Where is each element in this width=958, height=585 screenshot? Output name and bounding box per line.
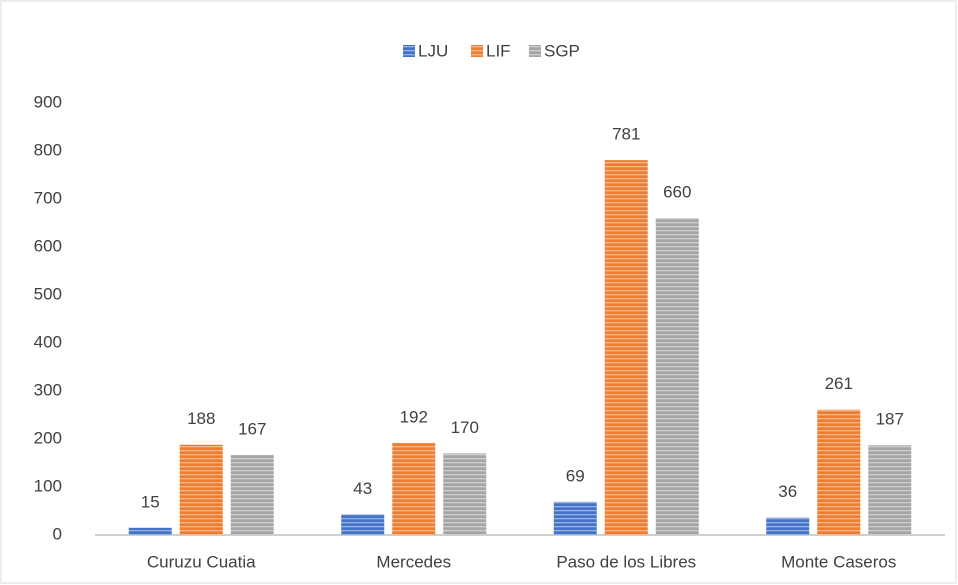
legend-swatch <box>403 45 415 57</box>
y-tick-label: 300 <box>34 380 62 399</box>
y-tick-label: 200 <box>34 428 62 447</box>
data-label: 43 <box>353 479 372 498</box>
data-label: 167 <box>238 419 266 438</box>
x-tick-label: Curuzu Cuatia <box>147 552 256 571</box>
data-label: 781 <box>612 125 640 144</box>
bar <box>341 514 385 535</box>
y-tick-label: 600 <box>34 236 62 255</box>
data-label: 261 <box>825 374 853 393</box>
x-tick-label: Mercedes <box>376 552 451 571</box>
bar <box>655 218 699 535</box>
y-tick-label: 800 <box>34 140 62 159</box>
bar <box>128 527 172 535</box>
legend-label: SGP <box>544 41 580 60</box>
legend-label: LJU <box>418 41 448 60</box>
x-tick-label: Paso de los Libres <box>556 552 696 571</box>
data-label: 660 <box>663 183 691 202</box>
data-label: 192 <box>400 407 428 426</box>
y-tick-label: 500 <box>34 284 62 303</box>
bar <box>817 409 861 535</box>
y-tick-label: 100 <box>34 476 62 495</box>
data-label: 170 <box>451 418 479 437</box>
data-label: 69 <box>566 466 585 485</box>
bar <box>604 160 648 535</box>
bar <box>179 444 223 535</box>
bar <box>230 454 274 535</box>
bar <box>392 442 436 535</box>
data-label: 187 <box>876 410 904 429</box>
y-tick-label: 700 <box>34 188 62 207</box>
y-tick-label: 400 <box>34 332 62 351</box>
legend-label: LIF <box>486 41 511 60</box>
bar <box>868 445 912 535</box>
bar <box>553 501 597 535</box>
data-label: 15 <box>141 492 160 511</box>
data-label: 36 <box>778 482 797 501</box>
x-tick-label: Monte Caseros <box>781 552 896 571</box>
legend-swatch <box>529 45 541 57</box>
y-tick-label: 900 <box>34 92 62 111</box>
legend-swatch <box>471 45 483 57</box>
bar <box>766 517 810 535</box>
bar <box>443 453 487 535</box>
y-tick-label: 0 <box>53 524 62 543</box>
data-label: 188 <box>187 409 215 428</box>
